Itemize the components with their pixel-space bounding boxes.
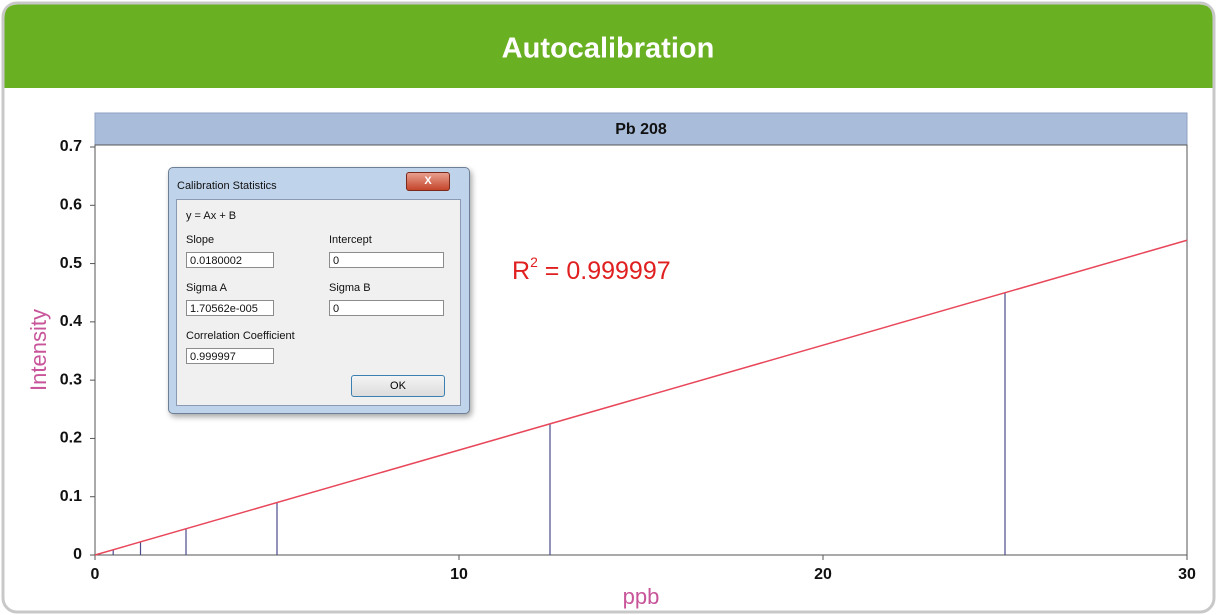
equation: y = Ax + B xyxy=(186,210,237,222)
slope-label: Slope xyxy=(186,234,215,246)
header-band xyxy=(4,4,1213,88)
intercept-field[interactable]: 0 xyxy=(329,252,444,268)
y-tick-label: 0.4 xyxy=(60,313,82,330)
y-tick-label: 0.7 xyxy=(60,138,82,155)
y-tick-label: 0.6 xyxy=(60,197,82,214)
y-tick-label: 0.1 xyxy=(60,488,82,505)
annotation-sup: 2 xyxy=(530,254,538,270)
x-tick-label: 10 xyxy=(450,566,468,583)
sigma-a-field[interactable]: 1.70562e-005 xyxy=(186,300,274,316)
dialog-title: Calibration Statistics xyxy=(177,180,277,192)
dialog: Calibration Statistics X y = Ax + B Slop… xyxy=(168,167,470,414)
y-tick-label: 0.5 xyxy=(60,255,82,272)
sigma-a-label: Sigma A xyxy=(186,282,227,294)
plot-title-bar xyxy=(94,112,1188,146)
close-button[interactable]: X xyxy=(406,172,450,191)
y-tick-label: 0.2 xyxy=(60,430,82,447)
plot-frame xyxy=(94,144,1188,556)
sigma-b-field[interactable]: 0 xyxy=(329,300,444,316)
annotation-base: R xyxy=(512,257,530,285)
sigma-b-label: Sigma B xyxy=(329,282,371,294)
plot-title: Pb 208 xyxy=(615,121,667,138)
header-title: Autocalibration xyxy=(502,33,715,65)
corr-label: Correlation Coefficient xyxy=(186,330,295,342)
x-tick-label: 30 xyxy=(1178,566,1196,583)
slope-field[interactable]: 0.0180002 xyxy=(186,252,274,268)
intercept-label: Intercept xyxy=(329,234,372,246)
y-tick-label: 0.3 xyxy=(60,371,82,388)
r-squared-annotation: R2 = 0.999997 xyxy=(512,254,671,285)
x-tick-label: 0 xyxy=(91,566,100,583)
y-tick-label: 0 xyxy=(73,546,82,563)
dialog-body: y = Ax + B Slope Intercept 0.0180002 0 S… xyxy=(176,199,461,406)
y-axis-label: Intensity xyxy=(26,309,51,391)
ok-button[interactable]: OK xyxy=(351,375,445,397)
corr-field[interactable]: 0.999997 xyxy=(186,348,274,364)
x-tick-label: 20 xyxy=(814,566,832,583)
x-axis-label: ppb xyxy=(623,584,660,609)
annotation-rest: = 0.999997 xyxy=(538,257,671,285)
fit-line xyxy=(94,239,1188,556)
